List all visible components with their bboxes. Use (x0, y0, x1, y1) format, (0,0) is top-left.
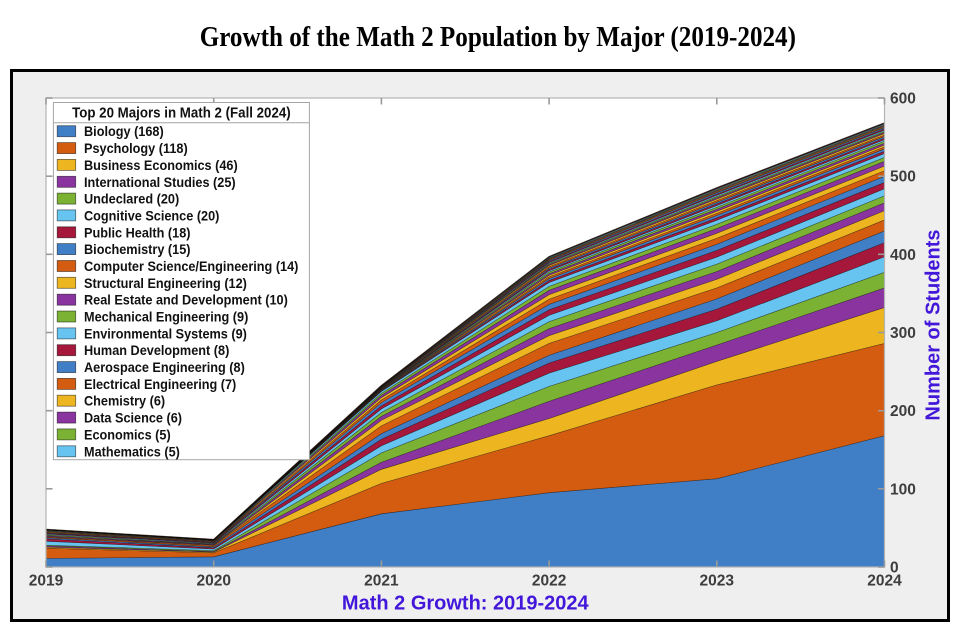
svg-text:Economics (5): Economics (5) (84, 426, 171, 442)
svg-text:2019: 2019 (29, 573, 64, 590)
svg-text:2021: 2021 (364, 573, 399, 590)
svg-text:200: 200 (890, 403, 916, 420)
svg-text:Top 20 Majors in Math 2 (Fall: Top 20 Majors in Math 2 (Fall 2024) (72, 106, 291, 122)
svg-text:400: 400 (890, 247, 916, 264)
svg-text:Business Economics (46): Business Economics (46) (84, 157, 238, 173)
svg-text:Real Estate and Development (1: Real Estate and Development (10) (84, 292, 288, 308)
svg-text:Computer Science/Engineering (: Computer Science/Engineering (14) (84, 258, 298, 274)
svg-text:Aerospace Engineering (8): Aerospace Engineering (8) (84, 359, 245, 375)
svg-text:2022: 2022 (532, 573, 566, 590)
svg-text:0: 0 (890, 560, 899, 577)
svg-text:Chemistry (6): Chemistry (6) (84, 393, 165, 409)
svg-text:2023: 2023 (700, 573, 735, 590)
svg-text:100: 100 (890, 481, 916, 498)
svg-text:2020: 2020 (196, 573, 230, 590)
svg-text:Psychology (118): Psychology (118) (84, 140, 188, 156)
svg-text:500: 500 (890, 169, 916, 186)
svg-text:Environmental Systems (9): Environmental Systems (9) (84, 325, 247, 341)
svg-text:Mathematics (5): Mathematics (5) (84, 443, 180, 459)
svg-text:300: 300 (890, 325, 916, 342)
svg-text:Data Science (6): Data Science (6) (84, 410, 182, 426)
svg-text:Mechanical Engineering (9): Mechanical Engineering (9) (84, 309, 248, 325)
svg-text:Number of Students: Number of Students (923, 229, 945, 420)
svg-text:Public Health (18): Public Health (18) (84, 224, 191, 240)
svg-text:Undeclared (20): Undeclared (20) (84, 191, 179, 207)
svg-text:Growth of the Math 2 Populatio: Growth of the Math 2 Population by Major… (200, 22, 796, 53)
svg-text:International Studies (25): International Studies (25) (84, 174, 236, 190)
svg-text:600: 600 (890, 91, 916, 108)
svg-text:Biology (168): Biology (168) (84, 123, 164, 139)
svg-text:Structural Engineering (12): Structural Engineering (12) (84, 275, 247, 291)
svg-text:Electrical Engineering (7): Electrical Engineering (7) (84, 376, 236, 392)
svg-text:Cognitive Science (20): Cognitive Science (20) (84, 207, 219, 223)
svg-text:Biochemistry (15): Biochemistry (15) (84, 241, 191, 257)
svg-text:Math 2 Growth: 2019-2024: Math 2 Growth: 2019-2024 (342, 593, 590, 615)
svg-text:2024: 2024 (867, 573, 902, 590)
svg-text:Human Development (8): Human Development (8) (84, 342, 229, 358)
